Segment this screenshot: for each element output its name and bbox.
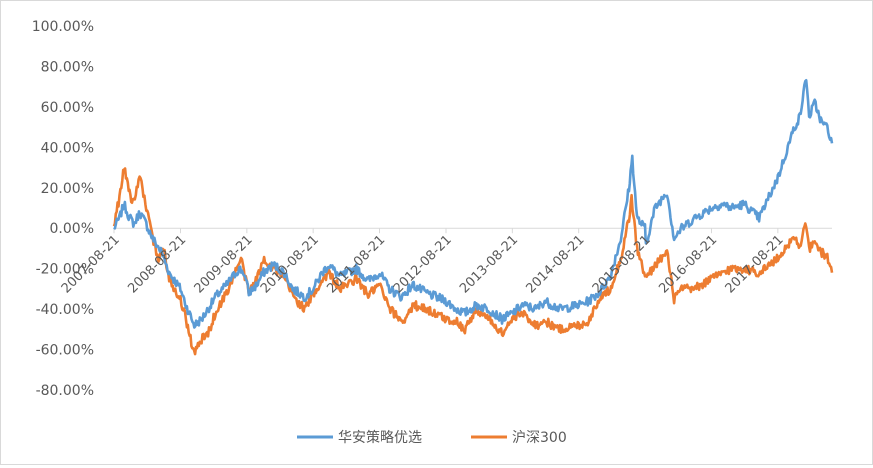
y-tick-label: -80.00% xyxy=(36,383,94,399)
legend-label-1: 沪深300 xyxy=(512,430,567,446)
y-tick-label: -40.00% xyxy=(36,302,94,318)
x-tick-label: 2013-08-21 xyxy=(457,232,521,296)
y-tick-label: -20.00% xyxy=(36,262,94,278)
series-line-0 xyxy=(113,79,834,329)
series-lines xyxy=(112,79,834,356)
y-tick-label: -60.00% xyxy=(36,343,94,359)
legend: 华安策略优选 沪深300 xyxy=(297,429,567,446)
y-tick-label: 80.00% xyxy=(41,59,94,75)
y-tick-label: 20.00% xyxy=(41,181,94,197)
y-tick-label: 100.00% xyxy=(32,19,94,35)
x-tick-label: 2017-08-21 xyxy=(723,232,787,296)
zero-axis xyxy=(113,227,832,234)
legend-label-0: 华安策略优选 xyxy=(338,429,422,446)
y-tick-label: 60.00% xyxy=(41,100,94,116)
x-tick-label: 2014-08-21 xyxy=(523,232,587,296)
y-tick-label: 40.00% xyxy=(41,140,94,156)
y-tick-label: 0.00% xyxy=(50,221,94,237)
x-tick-label: 2011-08-21 xyxy=(324,232,388,296)
y-axis-tick-labels: 100.00% 80.00% 60.00% 40.00% 20.00% 0.00% -20.… xyxy=(32,19,94,399)
